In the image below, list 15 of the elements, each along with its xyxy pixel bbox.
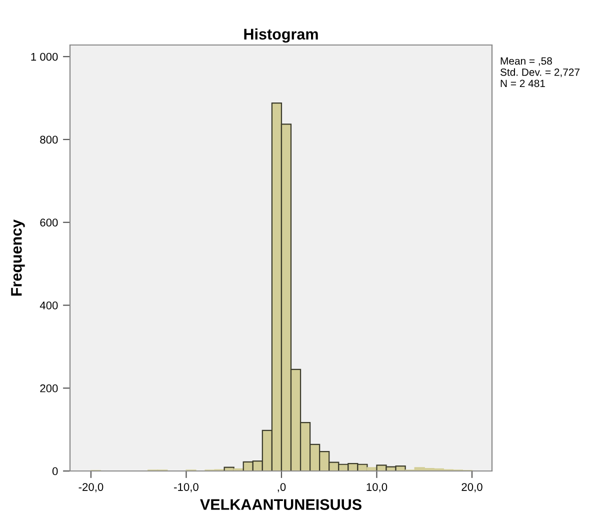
chart-title: Histogram xyxy=(244,28,318,43)
y-tick-label: 800 xyxy=(40,136,58,144)
y-tick-label: 400 xyxy=(40,302,58,310)
y-tick-label: 200 xyxy=(40,384,58,392)
x-tick-label: -10,0 xyxy=(174,483,198,492)
y-tick-label: 0 xyxy=(52,467,58,476)
x-axis-title: VELKAANTUNEISUUS xyxy=(200,499,362,510)
x-tick-label: -20,0 xyxy=(78,483,104,492)
y-tick-label: 1 000 xyxy=(31,52,58,61)
x-tick-label: ,0 xyxy=(278,483,286,492)
x-tick-label: 10,0 xyxy=(366,483,388,492)
y-axis-title: Frequency xyxy=(11,219,25,296)
text: Mean = ,58 Std. Dev. = 2,727 N = 2 481 xyxy=(500,57,580,88)
x-tick-label: 20,0 xyxy=(462,483,482,492)
y-tick-label: 600 xyxy=(40,218,58,226)
